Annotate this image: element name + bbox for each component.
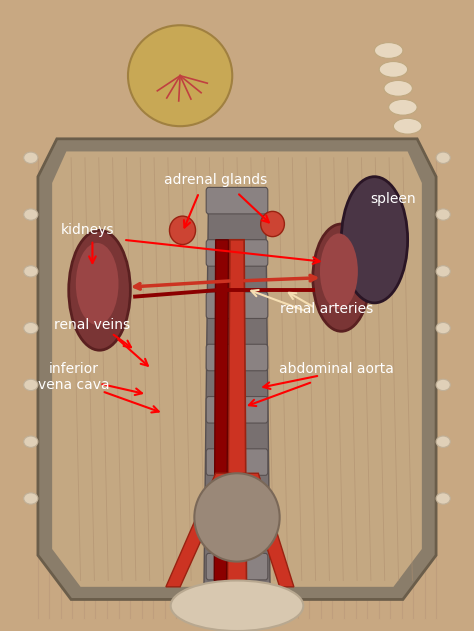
FancyBboxPatch shape — [206, 501, 268, 528]
Ellipse shape — [436, 379, 450, 391]
Ellipse shape — [393, 119, 422, 134]
FancyBboxPatch shape — [206, 292, 268, 319]
Polygon shape — [52, 151, 422, 587]
Polygon shape — [38, 139, 436, 599]
FancyBboxPatch shape — [206, 449, 268, 475]
Ellipse shape — [389, 99, 417, 115]
Ellipse shape — [171, 581, 303, 631]
Ellipse shape — [24, 209, 38, 220]
Ellipse shape — [320, 233, 358, 309]
Text: abdominal aorta: abdominal aorta — [279, 362, 394, 376]
Text: kidneys: kidneys — [61, 223, 114, 237]
Ellipse shape — [170, 216, 195, 244]
FancyBboxPatch shape — [206, 396, 268, 423]
Text: renal arteries: renal arteries — [281, 302, 374, 316]
Ellipse shape — [436, 322, 450, 334]
Ellipse shape — [69, 230, 130, 350]
Ellipse shape — [341, 177, 408, 303]
Polygon shape — [228, 240, 246, 581]
Polygon shape — [204, 189, 270, 599]
Ellipse shape — [24, 493, 38, 504]
Text: spleen: spleen — [371, 192, 416, 206]
Ellipse shape — [128, 25, 232, 126]
Ellipse shape — [436, 152, 450, 163]
FancyBboxPatch shape — [206, 240, 268, 266]
Ellipse shape — [436, 209, 450, 220]
Text: adrenal glands: adrenal glands — [164, 173, 267, 187]
Polygon shape — [214, 240, 228, 581]
Ellipse shape — [261, 211, 284, 237]
FancyBboxPatch shape — [206, 345, 268, 371]
FancyBboxPatch shape — [206, 187, 268, 214]
Ellipse shape — [24, 379, 38, 391]
Ellipse shape — [436, 493, 450, 504]
Polygon shape — [243, 473, 294, 587]
Text: renal veins: renal veins — [55, 318, 130, 332]
FancyBboxPatch shape — [206, 553, 268, 580]
Ellipse shape — [436, 266, 450, 277]
Ellipse shape — [374, 42, 403, 59]
Ellipse shape — [24, 322, 38, 334]
Ellipse shape — [24, 152, 38, 163]
Ellipse shape — [76, 243, 118, 325]
Ellipse shape — [313, 224, 370, 331]
Ellipse shape — [384, 80, 412, 97]
Ellipse shape — [194, 473, 280, 562]
Polygon shape — [166, 473, 231, 587]
Ellipse shape — [379, 61, 408, 77]
Ellipse shape — [436, 436, 450, 447]
Text: inferior
vena cava: inferior vena cava — [37, 362, 109, 392]
Ellipse shape — [24, 266, 38, 277]
Ellipse shape — [24, 436, 38, 447]
